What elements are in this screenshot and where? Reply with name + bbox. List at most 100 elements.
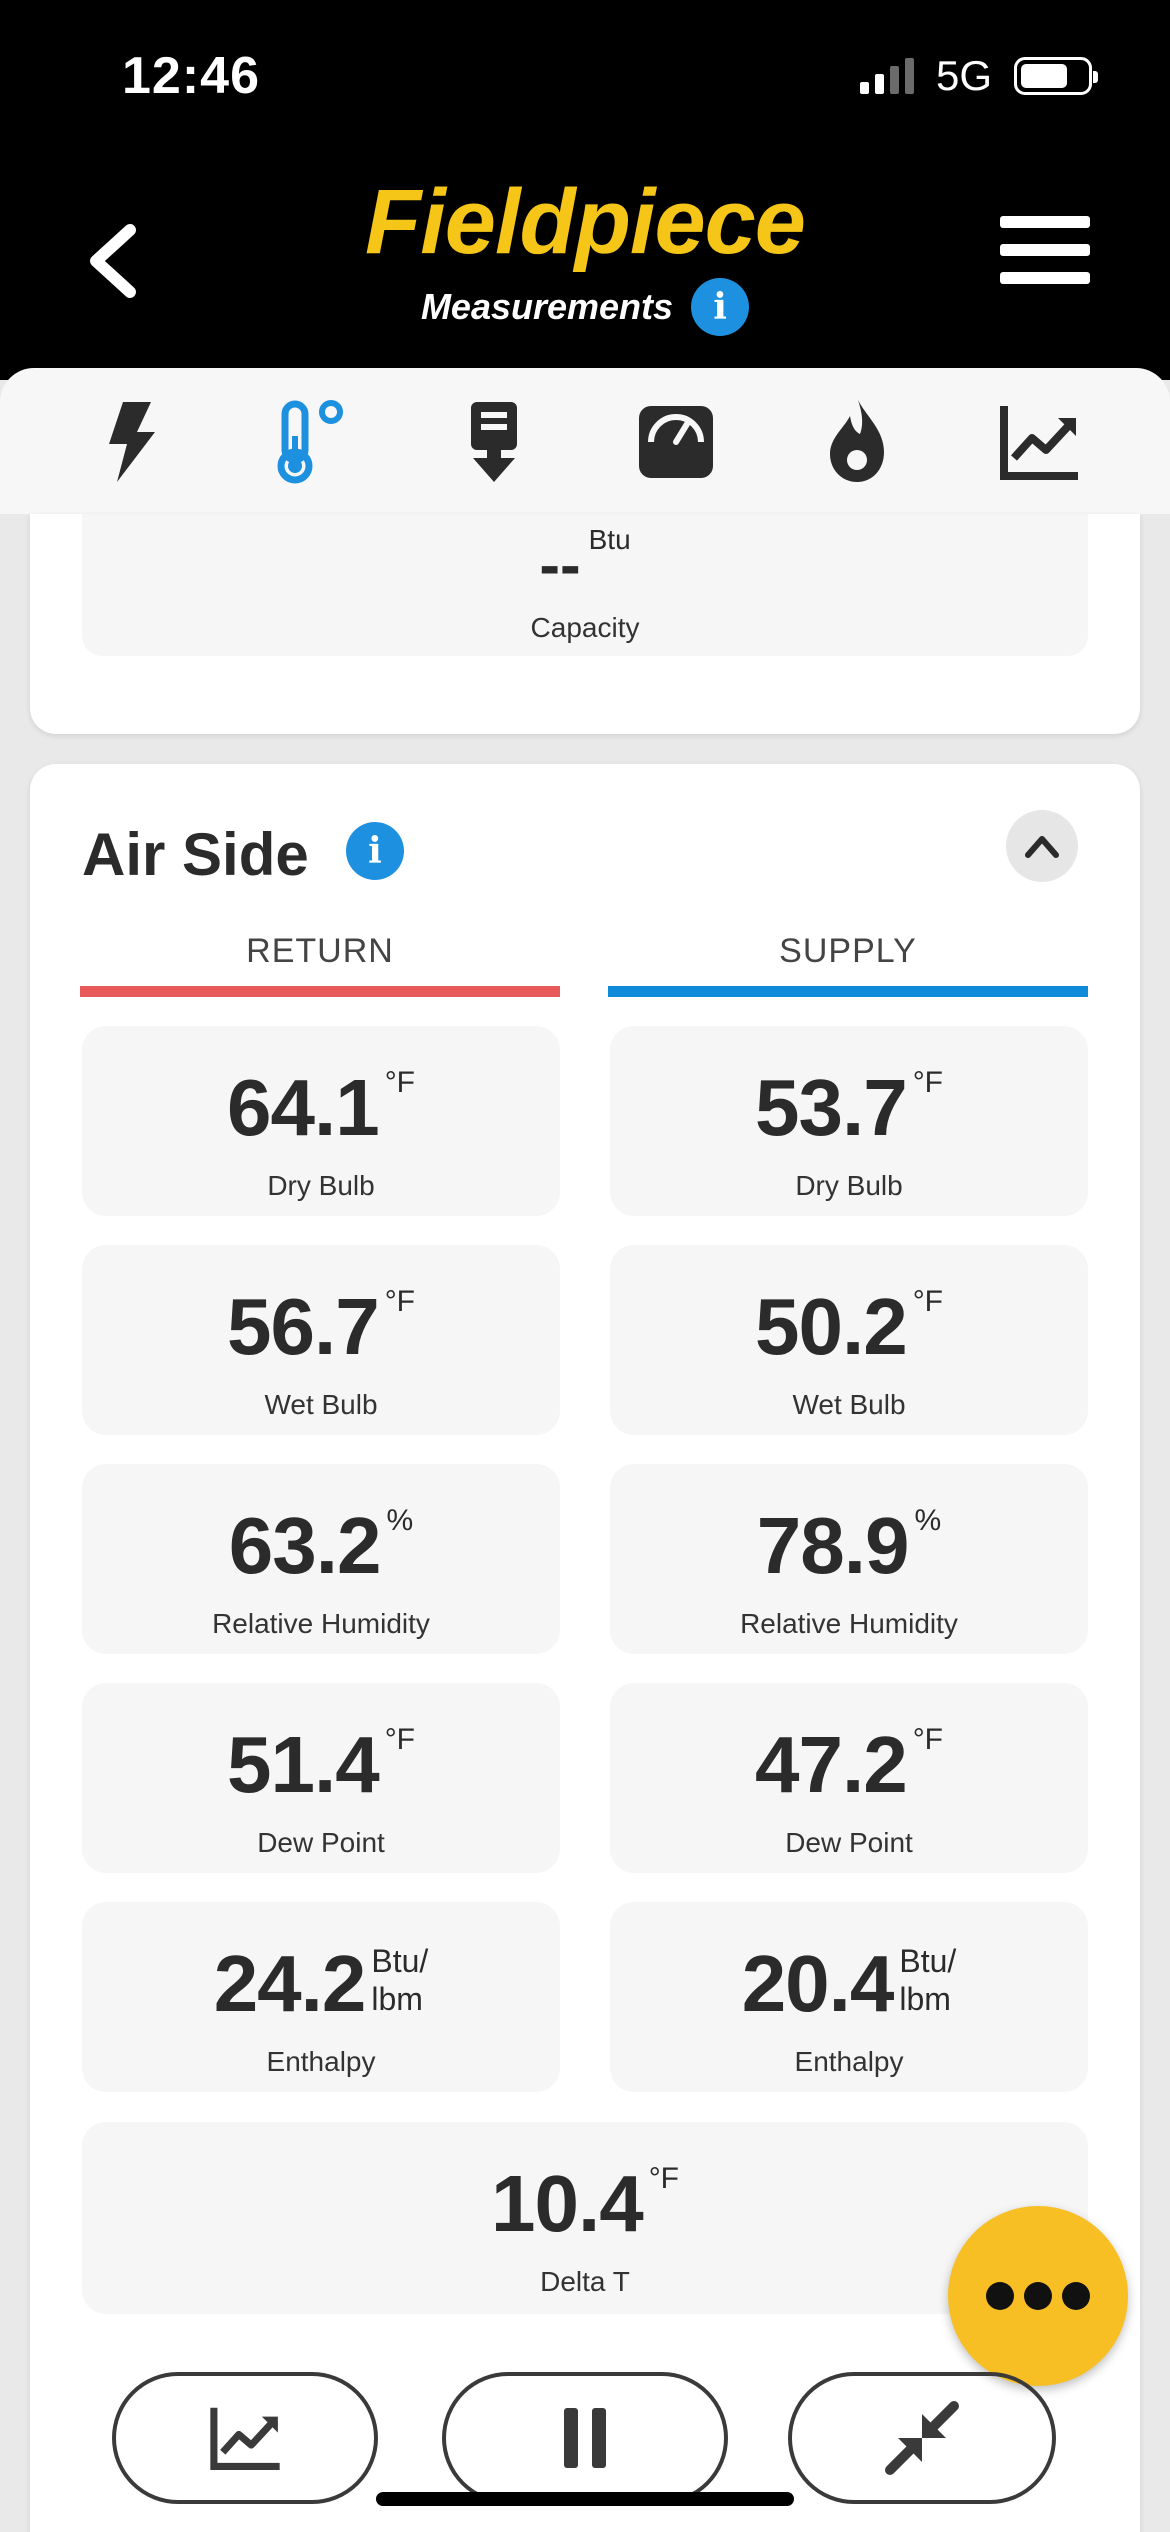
supply-enthalpy-label: Enthalpy xyxy=(794,2046,904,2077)
tab-airflow[interactable] xyxy=(439,386,549,496)
return-enthalpy-value: 24.2 xyxy=(213,1939,367,2028)
supply-column-header: SUPPLY xyxy=(779,932,917,970)
collapse-view-button[interactable] xyxy=(788,2372,1056,2504)
section-title: Air Side xyxy=(82,821,309,888)
supply-wet-bulb-label: Wet Bulb xyxy=(792,1389,906,1420)
return-wet-bulb-value: 56.7 xyxy=(226,1282,380,1371)
unit-label: Btu/lbm xyxy=(371,1942,428,2018)
status-time: 12:46 xyxy=(122,47,260,105)
return-dry-bulb-label: Dry Bulb xyxy=(267,1170,375,1201)
menu-button[interactable] xyxy=(1000,216,1090,296)
more-dots-icon xyxy=(1062,2282,1090,2310)
supply-dew-point-value: 47.2 xyxy=(754,1720,908,1809)
unit-label: % xyxy=(914,1504,942,1537)
return-dew-point-value: 51.4 xyxy=(226,1720,380,1809)
supply-dew-point-tile: 47.2 °F Dew Point xyxy=(610,1683,1088,1873)
minimize-arrows-icon xyxy=(885,2401,959,2475)
pause-button[interactable] xyxy=(442,2372,728,2504)
chevron-up-icon xyxy=(1025,836,1059,858)
header-subtitle-row: Measurements i xyxy=(0,278,1170,336)
home-indicator xyxy=(376,2492,794,2506)
thermometer-icon xyxy=(277,400,344,484)
gauge-icon xyxy=(638,406,713,478)
pause-icon xyxy=(564,2408,606,2468)
battery-icon xyxy=(1014,57,1098,95)
capacity-unit: Btu xyxy=(588,524,631,555)
return-enthalpy-tile: 24.2 Btu/lbm Enthalpy xyxy=(82,1902,560,2092)
supply-wet-bulb-value: 50.2 xyxy=(754,1282,908,1371)
supply-humidity-value: 78.9 xyxy=(756,1501,910,1590)
return-dry-bulb-value: 64.1 xyxy=(226,1063,380,1152)
app-header: Fieldpiece Measurements i xyxy=(0,150,1170,380)
capacity-number: -- xyxy=(539,531,581,600)
measurement-tabbar xyxy=(0,368,1170,514)
collapse-button[interactable] xyxy=(1006,810,1078,882)
chart-icon xyxy=(1000,406,1079,480)
return-wet-bulb-label: Wet Bulb xyxy=(264,1389,378,1420)
more-dots-icon xyxy=(1024,2282,1052,2310)
supply-dry-bulb-value: 53.7 xyxy=(754,1063,908,1152)
air-side-card: Air Side i RETURN SUPPLY 64.1 °F Dry Bulb… xyxy=(30,764,1140,2532)
unit-label: °F xyxy=(648,2162,680,2195)
hamburger-line xyxy=(1000,244,1090,256)
unit-label: °F xyxy=(912,1066,944,1099)
supply-enthalpy-value: 20.4 xyxy=(741,1939,895,2028)
tab-electrical[interactable] xyxy=(76,386,186,496)
tab-temperature[interactable] xyxy=(257,386,367,496)
more-options-button[interactable] xyxy=(948,2206,1128,2386)
supply-dew-point-label: Dew Point xyxy=(785,1827,913,1858)
supply-enthalpy-tile: 20.4 Btu/lbm Enthalpy xyxy=(610,1902,1088,2092)
flame-icon xyxy=(830,400,885,482)
graph-button[interactable] xyxy=(112,2372,378,2504)
chevron-left-icon xyxy=(90,224,136,298)
status-bar: 12:46 5G xyxy=(0,0,1170,150)
unit-label: °F xyxy=(384,1285,416,1318)
page-subtitle: Measurements xyxy=(420,286,674,327)
tab-graph[interactable] xyxy=(984,386,1094,496)
return-dew-point-tile: 51.4 °F Dew Point xyxy=(82,1683,560,1873)
unit-label: Btu/lbm xyxy=(899,1942,956,2018)
unit-line: lbm xyxy=(899,1981,951,2017)
return-dew-point-label: Dew Point xyxy=(257,1827,385,1858)
hamburger-line xyxy=(1000,216,1090,228)
return-dry-bulb-tile: 64.1 °F Dry Bulb xyxy=(82,1026,560,1216)
unit-line: Btu/ xyxy=(899,1943,957,1979)
unit-label: °F xyxy=(384,1723,416,1756)
network-label: 5G xyxy=(935,52,992,99)
hamburger-line xyxy=(1000,272,1090,284)
unit-line: Btu/ xyxy=(371,1943,429,1979)
capacity-value: -- Btu xyxy=(82,524,1088,601)
back-button[interactable] xyxy=(78,216,148,306)
unit-label: °F xyxy=(384,1066,416,1099)
probe-icon xyxy=(471,402,518,482)
return-wet-bulb-tile: 56.7 °F Wet Bulb xyxy=(82,1245,560,1435)
delta-t-tile: 10.4 °F Delta T xyxy=(82,2122,1088,2314)
tab-pressure[interactable] xyxy=(621,386,731,496)
return-column-header: RETURN xyxy=(246,932,394,970)
status-indicators: 5G xyxy=(859,52,1098,100)
delta-t-value: 10.4 xyxy=(490,2159,644,2248)
supply-humidity-tile: 78.9% Relative Humidity xyxy=(610,1464,1088,1654)
return-humidity-tile: 63.2% Relative Humidity xyxy=(82,1464,560,1654)
return-enthalpy-label: Enthalpy xyxy=(266,2046,376,2077)
info-icon[interactable]: i xyxy=(346,822,404,880)
chart-icon xyxy=(210,2407,280,2470)
unit-label: °F xyxy=(912,1285,944,1318)
unit-label: °F xyxy=(912,1723,944,1756)
return-underline xyxy=(80,986,560,997)
capacity-tile: -- Btu Capacity xyxy=(82,514,1088,656)
lightning-icon xyxy=(108,402,155,482)
supply-humidity-label: Relative Humidity xyxy=(740,1608,958,1639)
return-humidity-label: Relative Humidity xyxy=(212,1608,430,1639)
unit-line: lbm xyxy=(371,1981,423,2017)
tab-combustion[interactable] xyxy=(802,386,912,496)
brand-logo: Fieldpiece xyxy=(365,171,806,273)
delta-t-label: Delta T xyxy=(540,2266,630,2297)
unit-label: % xyxy=(386,1504,414,1537)
supply-dry-bulb-tile: 53.7 °F Dry Bulb xyxy=(610,1026,1088,1216)
return-humidity-value: 63.2 xyxy=(228,1501,382,1590)
supply-dry-bulb-label: Dry Bulb xyxy=(795,1170,903,1201)
info-icon[interactable]: i xyxy=(691,278,750,336)
supply-wet-bulb-tile: 50.2 °F Wet Bulb xyxy=(610,1245,1088,1435)
supply-underline xyxy=(608,986,1088,997)
